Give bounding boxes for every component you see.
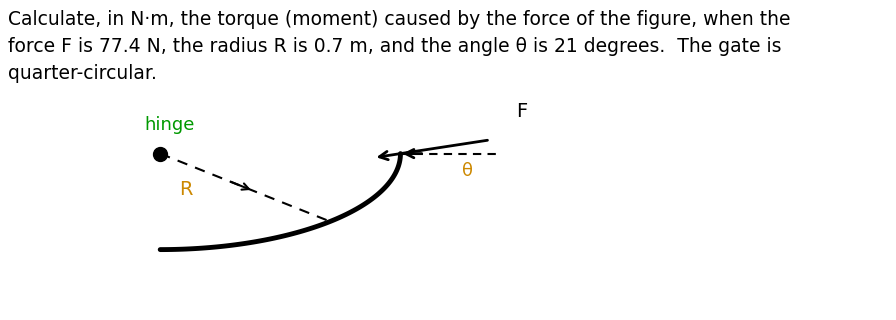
Text: F: F: [517, 102, 528, 121]
Text: hinge: hinge: [144, 116, 194, 134]
Text: Calculate, in N·m, the torque (moment) caused by the force of the figure, when t: Calculate, in N·m, the torque (moment) c…: [8, 10, 790, 83]
Text: θ: θ: [462, 162, 473, 180]
Text: R: R: [179, 180, 193, 199]
